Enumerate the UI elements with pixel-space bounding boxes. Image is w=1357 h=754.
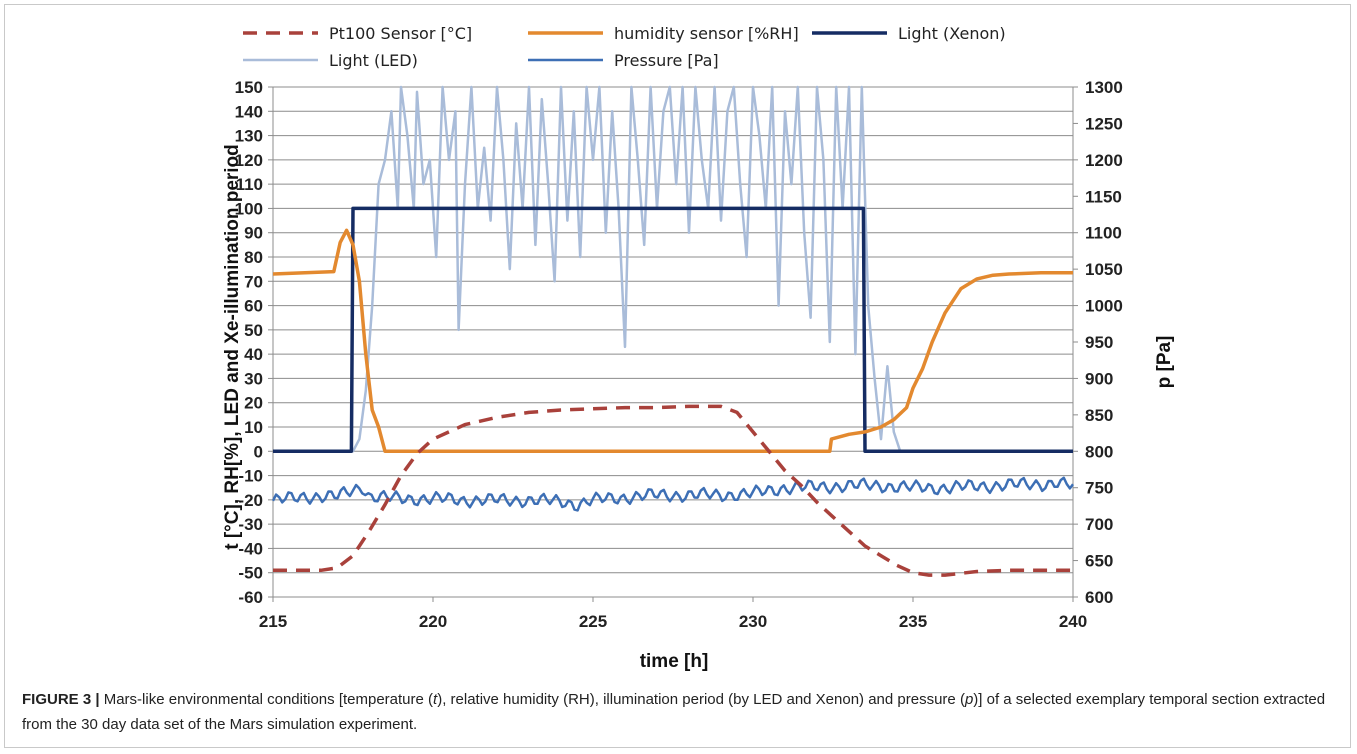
figure-frame: [4, 4, 1351, 748]
y-left-tick-label: 130: [235, 127, 263, 146]
legend-label-pt100: Pt100 Sensor [°C]: [329, 24, 472, 43]
y-left-tick-label: 120: [235, 151, 263, 170]
y-right-tick-label: 950: [1085, 333, 1113, 352]
y-left-tick-label: 100: [235, 199, 263, 218]
y-right-tick-label: 900: [1085, 369, 1113, 388]
y-right-tick-label: 1000: [1085, 297, 1123, 316]
caption-label: FIGURE 3 |: [22, 691, 100, 708]
y-left-tick-label: 110: [236, 175, 263, 194]
y-left-tick-label: 0: [254, 442, 263, 461]
y-left-tick-label: 140: [235, 102, 263, 121]
legend-label-xenon: Light (Xenon): [898, 24, 1006, 43]
figure-caption: FIGURE 3 | Mars-like environmental condi…: [22, 687, 1332, 737]
y-left-tick-label: 50: [244, 321, 263, 340]
y-left-tick-label: 90: [244, 224, 263, 243]
series-line-humidity: [272, 228, 1073, 454]
y-left-tick-label: -10: [238, 467, 263, 486]
caption-p: p: [964, 691, 974, 708]
series-line-pt100: [273, 404, 1073, 577]
y-right-tick-label: 750: [1085, 479, 1113, 498]
grid: [272, 86, 1074, 598]
y-left-tick-label: 60: [244, 297, 263, 316]
legend: Pt100 Sensor [°C] humidity sensor [%RH] Li…: [243, 24, 1006, 70]
y-right-tick-label: 1100: [1085, 224, 1122, 243]
ticks: -60 -50 -40 -30 -20 -10 0 10 20 30 40 50 60 70 80 90 100…: [235, 78, 1123, 631]
legend-label-humidity: humidity sensor [%RH]: [614, 24, 799, 43]
y-right-tick-label: 1250: [1085, 114, 1123, 133]
y-left-tick-label: 10: [244, 418, 263, 437]
y-left-tick-label: 20: [244, 394, 263, 413]
y-right-tick-label: 600: [1085, 588, 1113, 607]
y-right-tick-label: 800: [1085, 442, 1113, 461]
x-tick-label: 225: [579, 612, 607, 631]
y-right-tick-label: 850: [1085, 406, 1113, 425]
caption-text-3: )] of a selected exemplary temporal sect…: [22, 691, 1326, 733]
series-line-xenon: [273, 206, 1073, 454]
y-right-tick-label: 700: [1085, 515, 1113, 534]
y-left-tick-label: 150: [235, 78, 263, 97]
y-left-tick-label: -40: [238, 539, 263, 558]
y-left-tick-label: 70: [244, 272, 263, 291]
y-left-tick-label: 30: [244, 369, 263, 388]
series-line-led: [273, 85, 1073, 453]
x-tick-label: 240: [1059, 612, 1087, 631]
y-axis-right-title: p [Pa]: [1154, 336, 1175, 389]
y-left-tick-label: -60: [238, 588, 263, 607]
y-right-tick-label: 1300: [1085, 78, 1123, 97]
legend-label-pressure: Pressure [Pa]: [614, 51, 719, 70]
x-tick-label: 235: [899, 612, 927, 631]
y-right-tick-label: 650: [1085, 552, 1113, 571]
x-tick-label: 230: [739, 612, 767, 631]
caption-text-1: Mars-like environmental conditions [temp…: [103, 691, 434, 708]
y-left-tick-label: -20: [238, 491, 263, 510]
x-tick-label: 220: [419, 612, 447, 631]
x-axis-title: time [h]: [640, 651, 709, 672]
caption-t: t: [433, 691, 438, 708]
legend-label-led: Light (LED): [329, 51, 418, 70]
y-right-tick-label: 1150: [1085, 187, 1122, 206]
chart: -60 -50 -40 -30 -20 -10 0 10 20 30 40 50 60 70 80 90 100…: [222, 24, 1175, 672]
y-axis-left-title: t [°C], RH[%], LED and Xe-illumination p…: [222, 144, 243, 550]
y-right-tick-label: 1200: [1085, 151, 1123, 170]
y-left-tick-label: -50: [238, 564, 263, 583]
series-line-pressure: [271, 476, 1075, 512]
y-left-tick-label: 80: [244, 248, 263, 267]
caption-text-2: ), relative humidity (RH), illumination …: [437, 691, 965, 708]
y-right-tick-label: 1050: [1085, 260, 1123, 279]
x-tick-label: 215: [259, 612, 287, 631]
series-lines: [271, 85, 1075, 577]
y-left-tick-label: -30: [238, 515, 263, 534]
y-left-tick-label: 40: [244, 345, 263, 364]
